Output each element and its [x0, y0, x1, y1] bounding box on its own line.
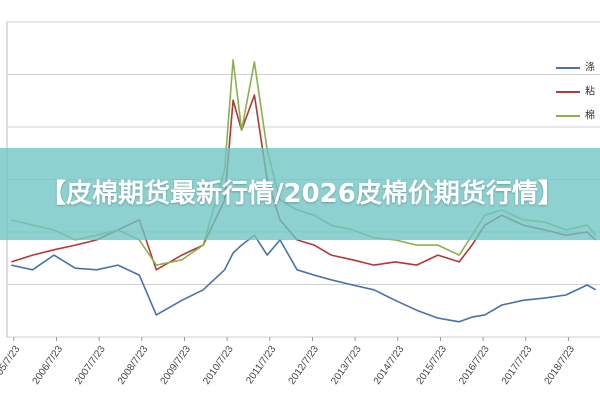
legend-label: 棉	[585, 109, 595, 122]
x-tick-label: 2006/7/23	[31, 344, 66, 387]
x-tick-label: 2005/7/23	[0, 344, 23, 387]
x-tick-label: 2011/7/23	[244, 344, 278, 387]
x-tick-label: 2015/7/23	[415, 344, 450, 387]
x-tick-label: 2012/7/23	[287, 344, 322, 387]
x-tick-label: 2008/7/23	[116, 344, 151, 387]
banner: 【皮棉期货最新行情/2026皮棉价期货行情】	[0, 148, 600, 240]
x-tick-label: 2018/7/23	[543, 344, 578, 387]
x-tick-label: 2007/7/23	[73, 344, 108, 387]
legend-label: 涤	[585, 61, 595, 74]
x-tick-label: 2014/7/23	[372, 344, 407, 387]
x-tick-label: 2009/7/23	[159, 344, 194, 387]
x-tick-label: 2016/7/23	[457, 344, 492, 387]
x-tick-label: 2013/7/23	[329, 344, 364, 387]
series-line	[11, 234, 597, 323]
banner-title: 【皮棉期货最新行情/2026皮棉价期货行情】	[40, 179, 564, 209]
legend-label: 粘	[585, 85, 595, 98]
x-tick-label: 2017/7/23	[500, 344, 535, 387]
x-tick-label: 2010/7/23	[201, 344, 236, 387]
